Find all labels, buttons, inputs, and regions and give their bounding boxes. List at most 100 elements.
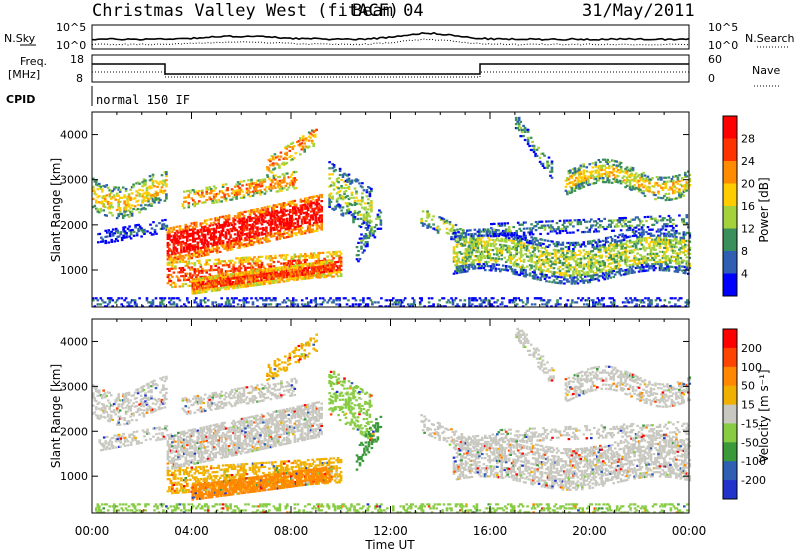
power-cell — [485, 262, 489, 266]
power-cell — [266, 240, 270, 243]
power-cell — [594, 255, 598, 258]
power-cell — [242, 279, 246, 282]
power-cell — [330, 265, 334, 268]
power-cell — [320, 224, 323, 227]
power-cell — [558, 261, 562, 264]
power-cell — [125, 234, 128, 237]
power-cell — [312, 201, 316, 204]
power-cell — [209, 267, 213, 270]
power-cell — [181, 258, 185, 262]
power-cell — [370, 200, 373, 203]
power-cell — [227, 238, 231, 241]
power-cell — [564, 258, 568, 261]
power-cell — [101, 188, 104, 191]
power-cell — [265, 226, 268, 229]
power-cell — [169, 259, 173, 262]
power-cell — [241, 261, 244, 264]
power-cell — [190, 266, 194, 269]
power-cell — [530, 260, 533, 263]
power-cell — [642, 231, 645, 234]
power-cell — [512, 242, 515, 245]
power-cell — [292, 228, 295, 231]
power-cell — [675, 235, 678, 239]
power-cell — [227, 259, 231, 262]
power-cell — [618, 260, 621, 263]
power-cell — [93, 180, 97, 183]
power-cell — [139, 204, 143, 207]
power-cell — [141, 189, 144, 192]
power-cell — [163, 181, 167, 184]
power-cell — [319, 269, 323, 272]
power-cell — [161, 223, 164, 226]
power-cell — [140, 229, 143, 232]
power-cell — [183, 277, 186, 280]
power-cell — [540, 273, 544, 276]
power-cell — [651, 228, 654, 231]
power-cell — [584, 275, 587, 278]
power-cell — [93, 204, 97, 207]
power-cell — [258, 269, 262, 272]
power-cell — [178, 259, 182, 262]
power-cell — [129, 229, 133, 232]
power-cell — [165, 171, 168, 174]
power-cell — [522, 258, 526, 261]
power-cell — [472, 261, 475, 264]
power-cell — [244, 233, 247, 236]
power-cell — [186, 247, 189, 250]
noise-search-trace — [91, 38, 690, 46]
power-cell — [108, 193, 111, 196]
power-cell — [315, 207, 319, 210]
power-cell — [124, 206, 128, 209]
power-cell — [664, 259, 668, 262]
power-cell — [467, 259, 471, 262]
power-cell — [606, 265, 609, 268]
power-cell — [675, 240, 678, 243]
power-cell — [117, 206, 120, 210]
power-cell — [300, 142, 304, 145]
power-cell — [210, 287, 214, 291]
power-cell — [317, 260, 320, 263]
power-cell — [242, 258, 246, 262]
power-cell — [563, 221, 566, 224]
power-cell — [275, 209, 279, 213]
power-cell — [207, 280, 211, 283]
power-cell — [121, 216, 125, 219]
power-cell — [227, 265, 231, 269]
power-cell — [262, 237, 265, 240]
power-cell — [230, 192, 234, 195]
power-cell — [521, 272, 524, 275]
freq-left-label-1: Freq. — [20, 55, 47, 68]
power-cell — [566, 266, 569, 269]
power-cell — [156, 181, 159, 184]
power-cell — [494, 243, 498, 246]
power-cell — [248, 234, 252, 237]
power-cell — [274, 182, 277, 185]
power-cell — [522, 242, 526, 245]
power-cell — [183, 256, 186, 259]
power-cell — [229, 261, 232, 264]
power-cell — [524, 253, 527, 256]
power-cell — [256, 222, 259, 225]
power-cell — [196, 229, 200, 232]
power-cell — [305, 199, 308, 202]
power-cell — [193, 248, 197, 251]
power-cell — [271, 212, 274, 216]
power-cell — [203, 286, 206, 289]
power-cell — [339, 256, 343, 259]
power-cell — [272, 279, 275, 282]
power-cell — [470, 253, 474, 256]
power-cell — [184, 250, 188, 253]
power-cell — [479, 242, 483, 245]
power-cell — [573, 252, 577, 255]
power-cell — [320, 210, 323, 213]
power-cell — [300, 204, 304, 207]
power-cell — [280, 206, 283, 210]
power-cell — [309, 230, 313, 233]
power-cell — [255, 277, 259, 280]
power-cell — [266, 232, 270, 235]
power-cell — [101, 200, 104, 203]
power-cell — [621, 269, 624, 272]
power-cell — [660, 232, 663, 235]
power-cell — [320, 228, 323, 231]
power-cell — [262, 218, 265, 222]
